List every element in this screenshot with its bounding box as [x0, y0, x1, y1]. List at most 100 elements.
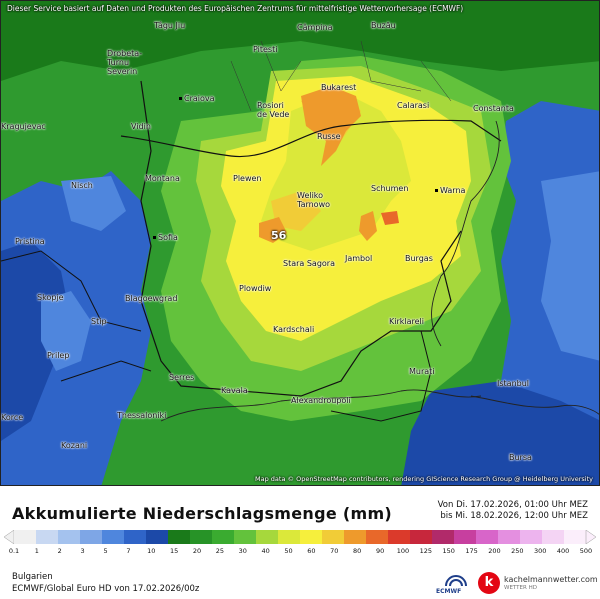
- period-from: Von Di. 17.02.2026, 01:00 Uhr MEZ: [437, 500, 588, 510]
- city-pitesti: Pitesti: [253, 45, 278, 54]
- scale-swatch: [454, 530, 477, 544]
- scale-tick-label: 10: [147, 547, 156, 555]
- city-blagoewgrad: Blagoewgrad: [125, 294, 178, 303]
- city-bursa: Bursa: [509, 453, 532, 462]
- city-stara-sagora: Stara Sagora: [283, 259, 335, 268]
- city-weliko-tarnowo: Weliko Tarnowo: [297, 191, 331, 209]
- scale-tick-label: 7: [126, 547, 131, 555]
- scale-swatch: [212, 530, 235, 544]
- precipitation-map[interactable]: Dieser Service basiert auf Daten und Pro…: [0, 0, 600, 486]
- scale-tick-label: 90: [375, 547, 385, 555]
- city-istanbul: Istanbul: [497, 379, 530, 388]
- city-montana: Montana: [145, 174, 180, 183]
- scale-swatch: [344, 530, 367, 544]
- marmara-coast: [470, 395, 599, 415]
- scale-tick-label: 20: [192, 547, 202, 555]
- max-precip-label: 56: [271, 229, 287, 242]
- scale-swatch: [366, 530, 389, 544]
- scale-tick-label: 100: [396, 547, 410, 555]
- scale-tick-label: 400: [556, 547, 570, 555]
- ecmwf-disclaimer: Dieser Service basiert auf Daten und Pro…: [7, 4, 464, 13]
- city-drobeta: Drobeta-Turnu Severin: [107, 49, 143, 76]
- city-pristina: Pristina: [15, 237, 45, 246]
- city-vidin: Vidin: [131, 122, 151, 131]
- scale-tick-label: 40: [261, 547, 270, 555]
- scale-tick-label: 250: [511, 547, 524, 555]
- scale-swatch: [58, 530, 81, 544]
- aegean-coast: [160, 389, 482, 422]
- scale-arrow-right: [585, 530, 596, 544]
- ecmwf-logo-text: ECMWF: [436, 588, 462, 595]
- scale-swatch: [124, 530, 147, 544]
- west-light-blue-area: [41, 291, 91, 371]
- scale-swatch: [36, 530, 59, 544]
- scale-tick-label: 150: [442, 547, 455, 555]
- scale-swatch: [14, 530, 37, 544]
- map-layer: [1, 1, 599, 485]
- gold-patch-1: [271, 191, 321, 231]
- scale-swatch: [564, 530, 587, 544]
- city-prilep: Prilep: [47, 351, 70, 360]
- greece-border: [60, 360, 152, 382]
- scale-swatch: [300, 530, 323, 544]
- scale-tick-label: 500: [579, 547, 593, 555]
- scale-swatch: [322, 530, 345, 544]
- city-kragujevac: Kragujevac: [1, 122, 46, 131]
- scale-ticks: 0.1 1 2 3 5 7 10 15 20 25 30 40 50 60 70 80 90 100 125 150 1…: [9, 547, 592, 557]
- scale-tick-label: 15: [170, 547, 179, 555]
- orange-hotspot-jambol: [359, 211, 377, 241]
- scale-tick-label: 60: [307, 547, 316, 555]
- scale-swatch: [256, 530, 279, 544]
- scale-swatch: [278, 530, 301, 544]
- scale-swatch: [520, 530, 543, 544]
- city-calarasi: Calarasi: [397, 101, 430, 110]
- city-kavala: Kavala: [221, 386, 248, 395]
- scale-tick-label: 2: [57, 547, 62, 555]
- scale-tick-label: 0.1: [8, 547, 20, 555]
- country-borders: [140, 80, 462, 397]
- scale-swatch: [168, 530, 191, 544]
- region-label: Bulgarien: [12, 572, 53, 582]
- city-kardschali: Kardschali: [273, 325, 315, 334]
- scale-tick-label: 5: [103, 547, 108, 555]
- city-serres: Serres: [169, 373, 195, 382]
- city-kozani: Kozani: [61, 441, 88, 450]
- city-rosiori: Rosiori de Vede: [257, 101, 290, 119]
- scale-tick-label: 70: [330, 547, 339, 555]
- city-murati: Murati: [409, 367, 435, 376]
- city-thessaloniki: Thessaloniki: [117, 411, 167, 420]
- scale-swatch: [102, 530, 125, 544]
- city-bukarest: Bukarest: [321, 83, 357, 92]
- scale-swatch: [476, 530, 499, 544]
- city-russe: Russe: [317, 132, 341, 141]
- map-credit: Map data © OpenStreetMap contributors, r…: [255, 475, 593, 483]
- red-hotspot: [381, 211, 399, 225]
- city-sofia: Sofia: [153, 233, 178, 242]
- city-warna: Warna: [435, 186, 465, 195]
- city-plewen: Plewen: [233, 174, 262, 183]
- serbia-blue-area: [61, 176, 126, 231]
- city-schumen: Schumen: [371, 184, 409, 193]
- scale-tick-label: 125: [419, 547, 433, 555]
- city-skopje: Skopje: [37, 293, 64, 302]
- kachelmann-logo-icon[interactable]: k: [478, 572, 500, 594]
- city-targu-jiu: Tâgu Jiu: [154, 21, 186, 30]
- provider-name[interactable]: kachelmannwetter.com: [504, 575, 598, 584]
- model-label: ECMWF/Global Euro HD von 17.02.2026/00z: [12, 584, 200, 594]
- scale-tick-label: 200: [488, 547, 501, 555]
- color-scale: [4, 530, 596, 544]
- orange-hotspot-bukarest: [301, 86, 361, 166]
- black-sea-light-area: [541, 171, 599, 361]
- scale-swatch: [190, 530, 213, 544]
- north-green-area: [1, 1, 599, 81]
- scale-swatch: [542, 530, 565, 544]
- city-alexandroupoli: Alexandroupoli: [291, 396, 351, 405]
- forecast-period: Von Di. 17.02.2026, 01:00 Uhr MEZ bis Mi…: [438, 500, 588, 522]
- scale-swatch: [80, 530, 103, 544]
- orange-hotspot-max: [259, 217, 287, 243]
- provider-sub: WETTER HD: [504, 585, 537, 591]
- west-deep-blue-area: [1, 241, 71, 441]
- scale-swatch: [498, 530, 521, 544]
- scale-swatch: [410, 530, 433, 544]
